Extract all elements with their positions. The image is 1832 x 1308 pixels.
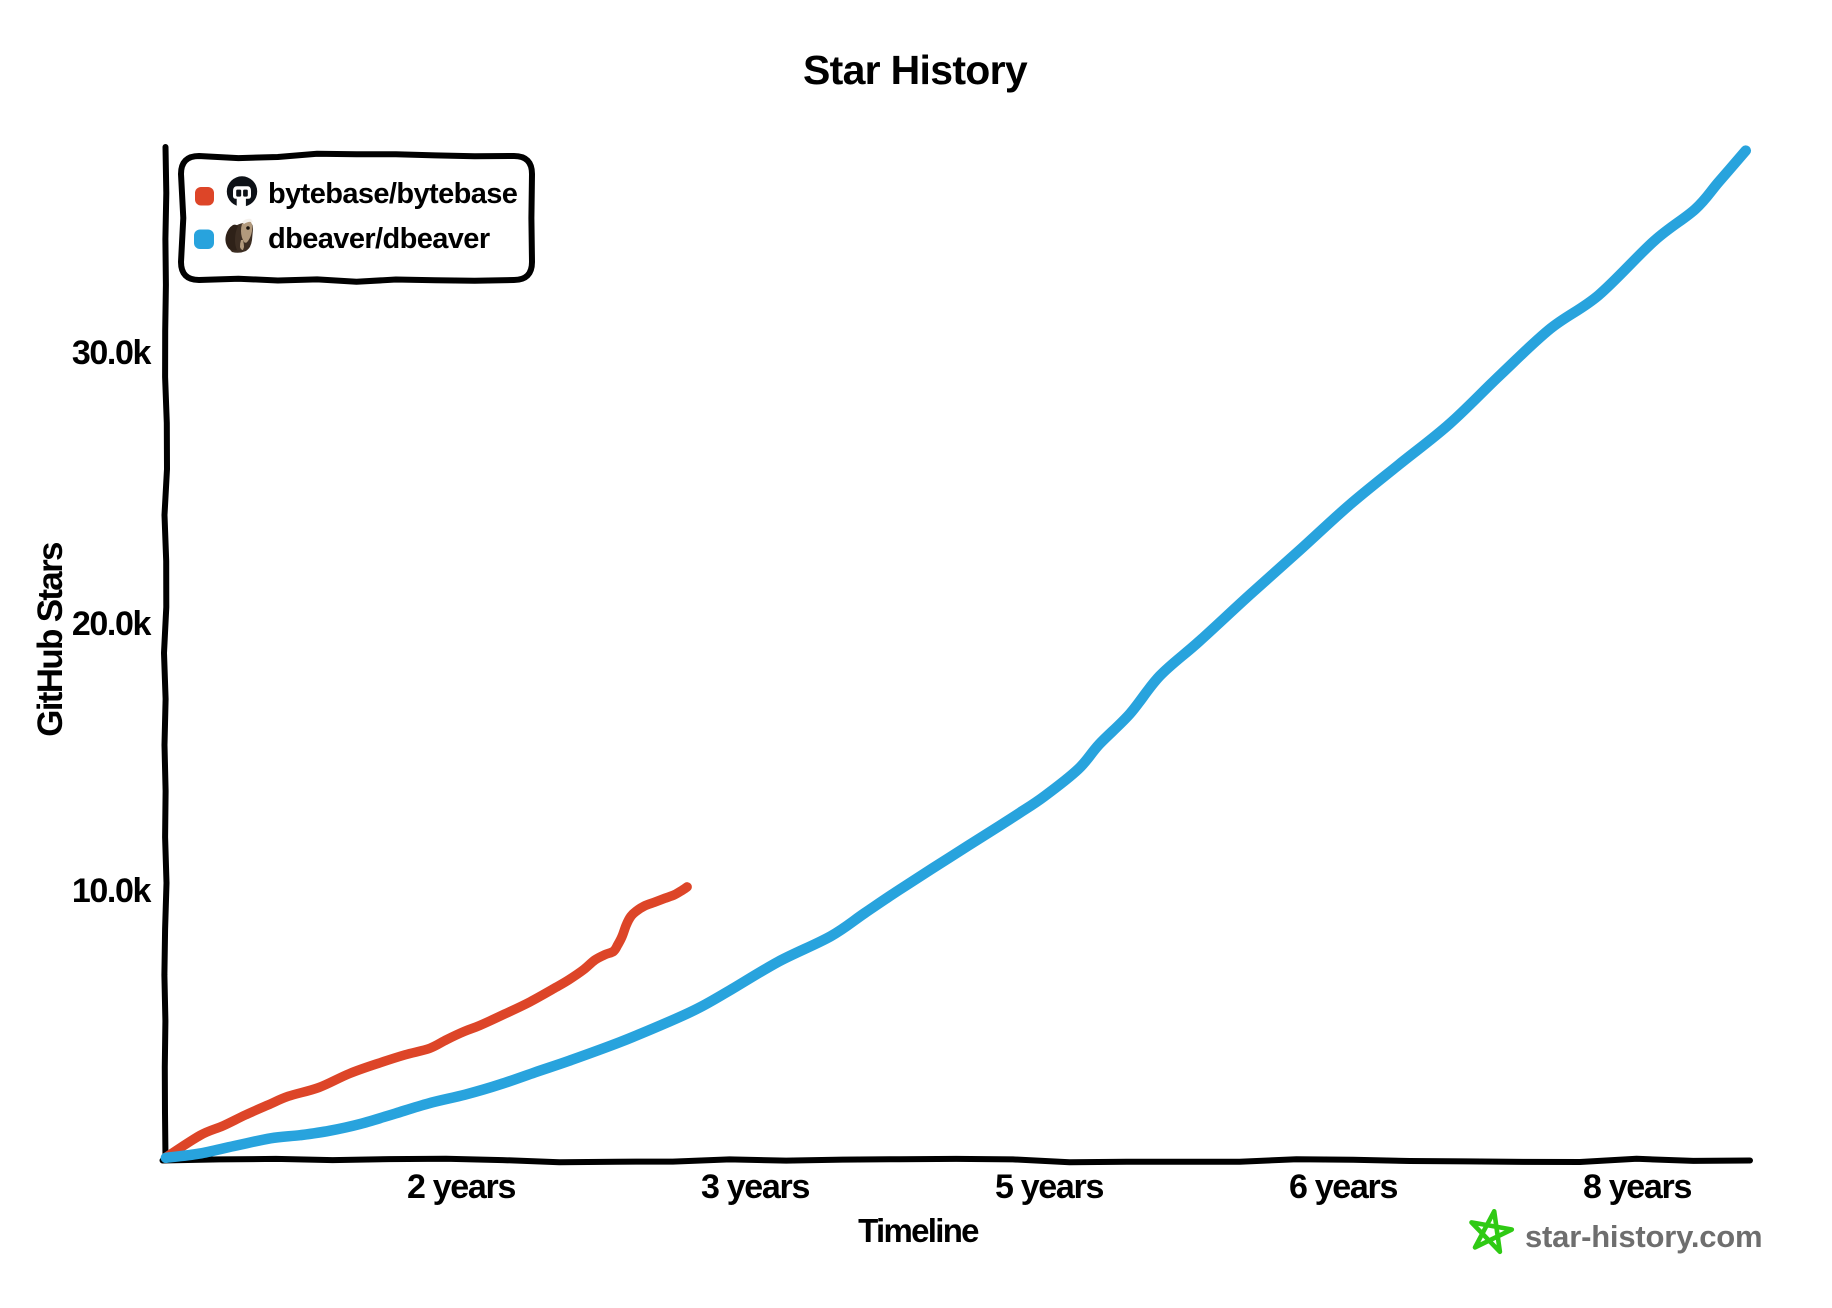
- svg-text:Timeline: Timeline: [858, 1212, 979, 1249]
- svg-text:star-history.com: star-history.com: [1525, 1219, 1762, 1254]
- svg-text:3 years: 3 years: [701, 1168, 810, 1206]
- svg-text:6 years: 6 years: [1289, 1168, 1398, 1206]
- svg-text:GitHub Stars: GitHub Stars: [31, 542, 70, 737]
- svg-text:Star History: Star History: [803, 47, 1028, 93]
- svg-text:20.0k: 20.0k: [72, 605, 152, 643]
- svg-text:2 years: 2 years: [407, 1168, 516, 1206]
- svg-text:30.0k: 30.0k: [72, 334, 152, 372]
- svg-text:5 years: 5 years: [995, 1168, 1104, 1206]
- svg-text:bytebase/bytebase: bytebase/bytebase: [268, 178, 518, 210]
- svg-text:8 years: 8 years: [1583, 1168, 1692, 1206]
- svg-text:10.0k: 10.0k: [72, 872, 152, 910]
- svg-text:dbeaver/dbeaver: dbeaver/dbeaver: [268, 223, 490, 255]
